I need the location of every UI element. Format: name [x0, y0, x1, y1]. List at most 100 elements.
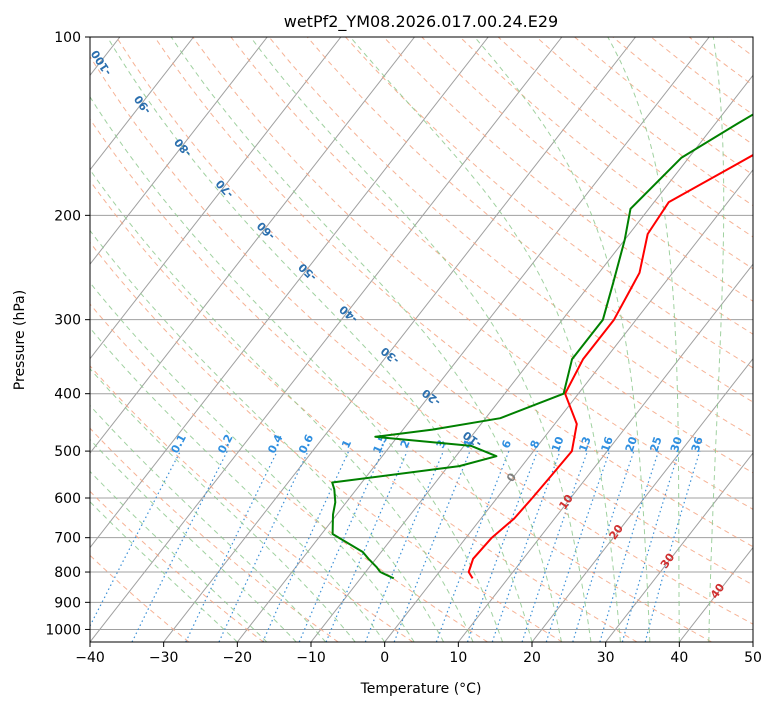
mixing-ratio-line: [466, 450, 538, 642]
isotherm-gridline: [90, 37, 563, 642]
moist-adiabat: [106, 37, 533, 642]
moist-adiabat: [90, 367, 356, 642]
mixing-ratio-label: 1: [339, 438, 354, 450]
y-tick-label: 700: [54, 531, 81, 547]
chart-gridlines: [90, 37, 753, 642]
y-axis: 100 200 300 400 500 600 700 800 900 1000: [45, 30, 90, 638]
moist-adiabat: [90, 229, 445, 642]
mixing-ratio-label: 0.4: [265, 432, 285, 456]
x-tick-label: −10: [296, 650, 326, 666]
moist-adiabat: [250, 37, 592, 642]
mixing-ratio-line: [572, 450, 635, 642]
dewpoint-trace: [331, 113, 753, 580]
dry-adiabat: [650, 37, 753, 116]
dry-adiabat: [90, 303, 488, 642]
mixing-ratio-line: [435, 450, 510, 642]
isotherm-gridline: [163, 37, 636, 642]
plot-frame: [89, 36, 754, 643]
mixing-ratio-label: 36: [689, 435, 706, 454]
mixing-ratio-line: [521, 450, 589, 642]
moist-adiabat: [474, 37, 651, 642]
dry-adiabat: [90, 118, 712, 642]
isotherm-gridline: [90, 37, 268, 266]
dry-adiabat: [115, 37, 753, 586]
mixing-ratio-label: 8: [528, 438, 543, 450]
moist-adiabat: [90, 168, 474, 642]
isotherm-gridline: [605, 452, 753, 642]
dry-adiabat: [90, 55, 753, 625]
mixing-ratio-line: [491, 450, 561, 642]
mixing-ratio-label: 0.6: [296, 432, 316, 455]
x-tick-label: 10: [449, 650, 467, 666]
y-tick-label: 600: [54, 491, 81, 507]
mixing-ratio-label: 0.2: [215, 432, 235, 455]
x-axis: −40 −30 −20 −10 0 10 20 30 40 50: [75, 642, 762, 666]
isotherm-gridline: [310, 74, 753, 642]
dry-adiabat: [345, 37, 753, 369]
x-tick-label: −40: [75, 650, 105, 666]
isotherm-gridline: [531, 357, 753, 642]
temperature-trace: [467, 153, 753, 579]
moist-adiabat: [708, 37, 725, 642]
dry-adiabat: [90, 365, 414, 642]
moist-adiabat: [90, 327, 386, 642]
x-tick-label: 20: [523, 650, 541, 666]
mixing-ratio-line: [621, 450, 680, 642]
isotherm-gridline: [752, 641, 753, 642]
moist-adiabat: [607, 37, 680, 642]
mixing-ratio-line: [393, 450, 471, 642]
dry-adiabat: [459, 37, 753, 270]
x-tick-label: 30: [597, 650, 615, 666]
isotherm-gridline: [457, 263, 753, 642]
dry-adiabat: [766, 37, 775, 642]
mixing-ratio-label: 6: [499, 438, 514, 450]
dry-adiabat: [727, 37, 753, 57]
mixing-ratio-label: 16: [599, 435, 616, 454]
mixing-ratio-line: [644, 450, 701, 642]
mixing-ratio-line: [262, 450, 350, 642]
isotherm-gridline: [90, 37, 415, 454]
moist-adiabat: [90, 404, 327, 642]
dry-adiabat: [383, 37, 753, 335]
moist-adiabat: [90, 281, 415, 642]
isotherm-gridline: [90, 37, 342, 360]
x-axis-label: Temperature (°C): [360, 681, 482, 697]
mixing-ratio-line: [599, 450, 660, 642]
moist-adiabat: [90, 470, 268, 642]
dry-adiabats: [90, 37, 775, 642]
isotherm-gridline: [384, 168, 753, 642]
y-tick-label: 100: [54, 30, 81, 46]
moist-adiabat: [90, 95, 503, 642]
x-tick-label: 40: [670, 650, 688, 666]
sounding-traces: [331, 113, 753, 580]
moist-adiabat: [349, 37, 621, 642]
mixing-ratio-label: 0.1: [168, 432, 189, 455]
y-tick-label: 400: [54, 387, 81, 403]
dry-adiabat: [90, 180, 638, 642]
moist-adiabats: [90, 37, 725, 642]
y-tick-label: 500: [54, 444, 81, 460]
mixing-ratio-line: [545, 450, 611, 642]
isotherm-gridline: [236, 37, 710, 642]
dry-adiabat: [230, 37, 753, 474]
moist-adiabat: [90, 438, 297, 642]
dry-adiabat-label: -20: [419, 386, 443, 409]
moist-adiabat: [90, 501, 238, 642]
moist-adiabat: [170, 37, 562, 642]
mixing-ratio-label: 25: [648, 435, 665, 454]
dry-adiabat: [536, 37, 753, 207]
mixing-ratio-line: [218, 450, 309, 642]
dry-adiabat-label: -100: [88, 47, 114, 77]
dry-adiabat: [268, 37, 753, 438]
dry-adiabat-label: -30: [378, 344, 402, 367]
dry-adiabat: [90, 427, 339, 642]
dry-adiabat: [90, 554, 190, 642]
x-tick-label: 0: [380, 650, 389, 666]
x-tick-label: −20: [223, 650, 253, 666]
dry-adiabat: [192, 37, 753, 510]
mixing-ratio-label: 10: [549, 435, 567, 454]
mixing-ratio-line: [185, 450, 278, 642]
dry-adiabat: [90, 241, 563, 642]
dry-adiabat: [154, 37, 753, 548]
